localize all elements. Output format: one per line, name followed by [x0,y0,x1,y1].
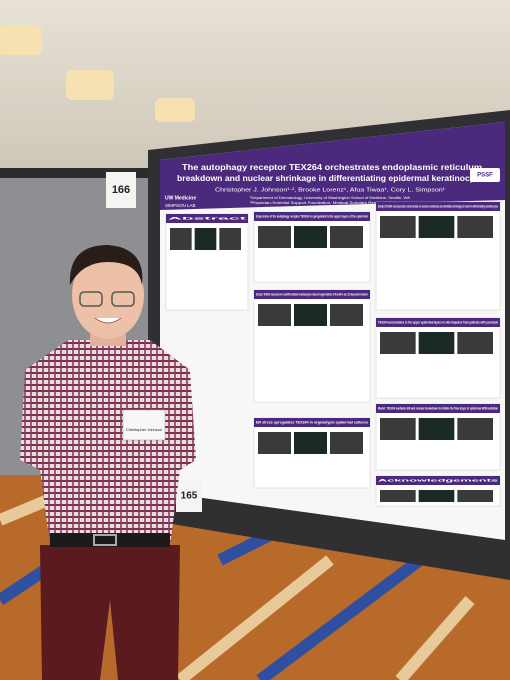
trousers [40,545,180,680]
figure-image [258,226,291,248]
hair [69,245,143,285]
figure-image [380,216,416,238]
figure-image [418,490,455,502]
figure-image [457,418,493,440]
poster-affiliation: ²Physician-Scientist Support Foundation,… [250,201,410,205]
lamp [66,70,114,100]
face [72,251,144,339]
glasses [111,291,135,307]
figure-image [294,226,327,248]
belt [50,533,170,547]
figure-image [380,418,416,440]
section-header [166,214,248,223]
poster-sections: Abstract Expression of the autophagy rece… [165,201,501,507]
figure-image [194,228,217,250]
badge-name: Christopher Johnson [126,427,162,432]
section-header [376,202,500,211]
figure-image [258,304,291,326]
figure-image [457,490,493,502]
section-title: Ectopic TEX264 overexpression concentrat… [378,204,498,209]
logo: SIMPSON LAB [165,203,196,208]
section-title: Abstract [168,216,249,221]
figure-image [380,490,416,502]
logo-badge [470,168,500,182]
section-title: Acknowledgements [378,478,500,483]
section-title: Expression of the autophagy receptor TEX… [256,214,368,219]
lamp [155,98,195,122]
name-badge [122,409,166,441]
partition-frame [0,168,155,178]
logo: PSSF [477,173,493,179]
carpet-stripe [395,596,475,680]
section-header [376,476,500,485]
belt-buckle [93,534,117,546]
figure-image [294,432,327,454]
booth-card [106,172,136,208]
carpet-stripe [256,555,424,680]
poster-affiliation: ¹Department of Dermatology, University o… [250,196,411,200]
shirt [20,340,196,545]
section-title: ER stress upregulates TEX264 in organoty… [256,420,369,425]
glasses [79,291,103,307]
figure-image [380,332,416,354]
carpet-stripe [176,555,334,680]
figure-image [258,432,291,454]
logo: UW Medicine [165,195,196,201]
section-title: Model: TEX264 mediates ER and nuclear br… [378,406,498,411]
smile [94,317,122,324]
section-header [376,318,500,327]
poster-authors: Christopher J. Johnson¹·², Brooke Lorenz… [215,187,445,193]
section-header [254,290,370,299]
section-header [254,212,370,221]
poster-panel [375,317,501,399]
figure-image [330,226,363,248]
figure-image [219,228,241,250]
poster-title: breakdown and nuclear shrinkage in diffe… [177,174,488,183]
figure-image [294,304,327,326]
figure-image [457,216,493,238]
booth-number: 166 [112,184,130,196]
figure-image [170,228,192,250]
booth-number: 165 [181,491,198,502]
figure-image [457,332,493,354]
section-title: Ectopic TEX264 expression in undifferent… [256,292,368,297]
section-header [376,404,500,413]
figure-image [418,418,455,440]
booth-card [176,480,202,512]
figure-image [418,332,455,354]
figure-image [330,432,363,454]
lamp [0,25,42,55]
poster-title: The autophagy receptor TEX264 orchestrat… [182,163,482,172]
figure-image [330,304,363,326]
figure-image [418,216,455,238]
poster-header [160,122,505,210]
section-title: TEX264 accumulates in the upper epiderma… [378,320,499,325]
lamps [0,25,195,122]
section-header [254,418,370,427]
